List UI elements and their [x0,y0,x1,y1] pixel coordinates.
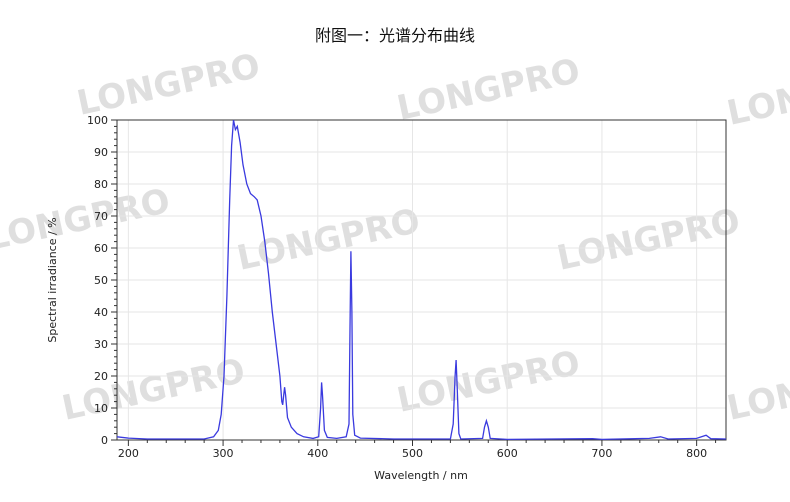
grid [117,120,726,440]
watermark-text: LONGPRO [724,56,790,134]
y-tick-label: 60 [94,242,108,255]
y-tick-label: 20 [94,370,108,383]
y-tick-label: 40 [94,306,108,319]
x-tick-label: 700 [591,447,612,460]
y-tick-label: 10 [94,402,108,415]
watermark-text: LONGPRO [554,201,744,279]
watermark-text: LONGPRO [394,51,584,129]
y-tick-label: 70 [94,210,108,223]
x-tick-label: 300 [213,447,234,460]
y-tick-label: 80 [94,178,108,191]
y-tick-label: 100 [87,114,108,127]
chart-title: 附图一：光谱分布曲线 [314,26,475,45]
y-tick-label: 0 [101,434,108,447]
y-tick-label: 90 [94,146,108,159]
y-axis-label: Spectral irradiance / % [46,217,59,342]
y-tick-label: 50 [94,274,108,287]
x-tick-label: 400 [307,447,328,460]
x-tick-label: 600 [497,447,518,460]
watermark-text: LONGPRO [394,343,584,421]
watermark-text: LONGPRO [74,46,264,124]
y-tick-label: 30 [94,338,108,351]
watermark-text: LONGPRO [234,201,424,279]
x-axis-label: Wavelength / nm [374,469,468,482]
watermarks: LONGPRO LONGPRO LONGPRO LONGPRO LONGPRO LONGP… [0,46,790,429]
spectrum-line [116,119,727,441]
watermark-text: LONGPRO [0,181,174,259]
x-tick-label: 800 [686,447,707,460]
x-tick-label: 500 [402,447,423,460]
x-tick-label: 200 [118,447,139,460]
watermark-text: LONGPRO [724,351,790,429]
